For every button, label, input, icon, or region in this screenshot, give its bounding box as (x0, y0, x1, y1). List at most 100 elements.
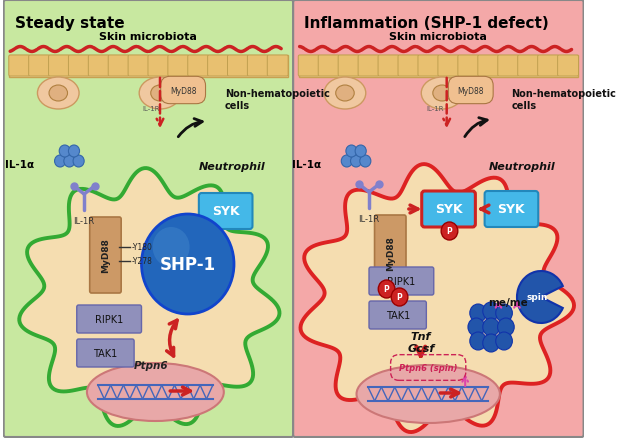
FancyBboxPatch shape (378, 56, 399, 77)
Text: Skin microbiota: Skin microbiota (389, 32, 487, 42)
Circle shape (495, 332, 512, 350)
FancyBboxPatch shape (498, 56, 519, 77)
Circle shape (360, 155, 371, 168)
FancyBboxPatch shape (77, 305, 141, 333)
FancyBboxPatch shape (48, 56, 69, 77)
FancyBboxPatch shape (438, 56, 459, 77)
Ellipse shape (151, 86, 170, 102)
Ellipse shape (38, 78, 79, 110)
Text: spin: spin (527, 293, 548, 302)
Circle shape (391, 288, 408, 306)
FancyBboxPatch shape (227, 56, 248, 77)
Circle shape (497, 318, 514, 336)
Text: Tnf
Gcsf: Tnf Gcsf (407, 331, 435, 353)
Circle shape (483, 318, 499, 336)
Text: SYK: SYK (212, 205, 239, 218)
Wedge shape (517, 272, 563, 323)
Text: RIPK1: RIPK1 (95, 314, 123, 324)
Circle shape (355, 146, 366, 158)
Ellipse shape (324, 78, 365, 110)
FancyBboxPatch shape (199, 194, 252, 230)
FancyBboxPatch shape (90, 218, 121, 293)
Text: P: P (384, 285, 389, 294)
FancyBboxPatch shape (374, 215, 406, 291)
Circle shape (64, 155, 75, 168)
Text: Neutrophil: Neutrophil (489, 162, 556, 172)
Circle shape (346, 146, 357, 158)
FancyBboxPatch shape (478, 56, 499, 77)
Circle shape (68, 146, 80, 158)
Text: SHP-1: SHP-1 (160, 255, 216, 273)
Ellipse shape (87, 363, 224, 421)
FancyBboxPatch shape (398, 56, 419, 77)
Circle shape (59, 146, 70, 158)
Text: TAK1: TAK1 (94, 348, 117, 358)
FancyBboxPatch shape (148, 56, 169, 77)
Text: -Y180: -Y180 (131, 243, 152, 252)
FancyBboxPatch shape (268, 56, 288, 77)
Text: P: P (397, 293, 403, 302)
Text: MyD88: MyD88 (386, 236, 395, 271)
Text: RIPK1: RIPK1 (387, 276, 416, 286)
Polygon shape (300, 165, 574, 432)
FancyBboxPatch shape (4, 1, 293, 437)
Polygon shape (19, 169, 279, 426)
Circle shape (470, 332, 487, 350)
FancyBboxPatch shape (68, 56, 89, 77)
Circle shape (153, 227, 190, 267)
Text: IL-1α: IL-1α (5, 159, 34, 170)
Circle shape (483, 334, 499, 352)
Text: SYK: SYK (497, 203, 525, 216)
Text: MyD88: MyD88 (457, 86, 484, 95)
Ellipse shape (421, 78, 463, 110)
Text: Ptpn6: Ptpn6 (133, 360, 168, 370)
Text: SYK: SYK (435, 203, 462, 216)
Text: IL-1R: IL-1R (142, 106, 160, 112)
Ellipse shape (336, 86, 354, 102)
FancyBboxPatch shape (208, 56, 229, 77)
Ellipse shape (433, 86, 452, 102)
Text: Non-hematopoietic
cells: Non-hematopoietic cells (511, 89, 616, 110)
Text: Ptpn6 (spin): Ptpn6 (spin) (399, 363, 457, 372)
Text: Inflammation (SHP-1 defect): Inflammation (SHP-1 defect) (305, 16, 549, 31)
Text: TAK1: TAK1 (386, 310, 410, 320)
FancyBboxPatch shape (517, 56, 539, 77)
FancyBboxPatch shape (538, 56, 558, 77)
FancyBboxPatch shape (247, 56, 268, 77)
Text: Non-hematopoietic
cells: Non-hematopoietic cells (225, 89, 330, 110)
Text: IL-1R: IL-1R (359, 215, 379, 223)
FancyBboxPatch shape (369, 267, 434, 295)
Text: me/me: me/me (488, 297, 528, 307)
FancyBboxPatch shape (485, 191, 538, 227)
Text: Neutrophil: Neutrophil (198, 162, 266, 172)
Ellipse shape (49, 86, 68, 102)
Ellipse shape (139, 78, 181, 110)
Ellipse shape (357, 365, 500, 423)
FancyBboxPatch shape (358, 56, 379, 77)
FancyBboxPatch shape (29, 56, 50, 77)
Circle shape (470, 304, 487, 322)
Circle shape (468, 318, 485, 336)
Text: MyD88: MyD88 (101, 238, 110, 273)
Circle shape (483, 302, 499, 320)
Text: IL-1R: IL-1R (73, 216, 95, 226)
FancyBboxPatch shape (77, 339, 134, 367)
FancyBboxPatch shape (338, 56, 359, 77)
FancyBboxPatch shape (418, 56, 439, 77)
FancyBboxPatch shape (369, 301, 426, 329)
Circle shape (73, 155, 84, 168)
Circle shape (141, 215, 234, 314)
Circle shape (378, 280, 395, 298)
Circle shape (441, 223, 458, 240)
Circle shape (341, 155, 352, 168)
FancyBboxPatch shape (298, 56, 319, 77)
Text: -Y278: -Y278 (131, 257, 152, 266)
Bar (299, 56, 578, 78)
FancyBboxPatch shape (422, 191, 475, 227)
Circle shape (495, 304, 512, 322)
FancyBboxPatch shape (168, 56, 188, 77)
Text: Skin microbiota: Skin microbiota (99, 32, 197, 42)
FancyBboxPatch shape (293, 1, 583, 437)
Text: P: P (447, 227, 452, 236)
FancyBboxPatch shape (318, 56, 339, 77)
